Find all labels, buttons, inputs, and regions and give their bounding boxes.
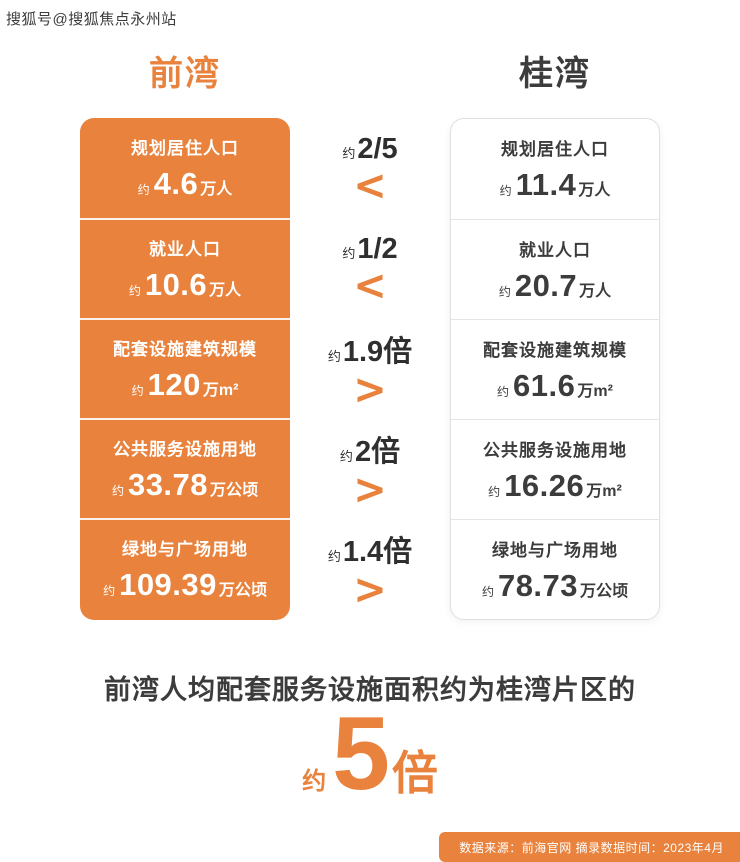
metric-value: 约 10.6 万人 [129,267,241,303]
approx-prefix: 约 [131,384,144,398]
value-number: 4.6 [153,166,199,201]
value-unit: 万m² [202,382,239,399]
watermark: 搜狐号@搜狐焦点永州站 [6,11,177,28]
data-source-bar: 数据来源：前海官网 摘录数据时间：2023年4月 [439,832,740,862]
greater-than-icon: > [353,365,387,415]
value-unit: 万公顷 [580,582,629,600]
metric-value: 约 109.39 万公顷 [103,567,267,603]
metric-value: 约 78.73 万公顷 [482,568,628,604]
metric-label: 就业人口 [519,240,591,260]
ratio-value: 2/5 [357,132,398,165]
ratio-value: 2倍 [354,436,401,468]
metric-value: 约 20.7 万人 [499,268,611,304]
value-unit: 万人 [200,181,233,198]
guiwan-row-facility-scale: 配套设施建筑规模 约 61.6 万m² [451,319,659,419]
value-unit: 万人 [578,182,611,199]
greater-than-icon: > [353,565,387,615]
approx-prefix: 约 [327,349,341,364]
qianwan-row-employment: 就业人口 约 10.6 万人 [80,218,290,318]
value-number: 33.78 [127,467,209,502]
approx-prefix: 约 [327,549,341,564]
metric-label: 绿地与广场用地 [492,540,618,560]
approx-prefix: 约 [497,384,510,399]
big-ratio-unit: 倍 [391,747,438,799]
value-number: 109.39 [119,567,217,602]
guiwan-row-green-space: 绿地与广场用地 约 78.73 万公顷 [451,519,659,619]
metric-label: 公共服务设施用地 [113,440,257,459]
less-than-icon: < [353,161,387,210]
metric-label: 配套设施建筑规模 [483,340,627,360]
value-number: 10.6 [144,267,208,302]
metric-label: 绿地与广场用地 [122,540,248,559]
value-unit: 万人 [209,282,242,299]
approx-prefix: 约 [481,584,494,599]
ratio-text: 约 2/5 [342,133,397,166]
metric-label: 就业人口 [149,240,221,259]
ratio-row-population: 约 2/5 < [290,118,450,218]
value-unit: 万公顷 [210,482,259,499]
header-qianwan: 前湾 [149,55,221,93]
metric-label: 规划居住人口 [501,140,609,159]
metric-value: 约 33.78 万公顷 [112,467,258,503]
approx-prefix: 约 [137,183,150,197]
value-unit: 万公顷 [218,582,267,599]
greater-than-icon: > [353,465,387,515]
metric-label: 规划居住人口 [131,139,239,158]
approx-prefix: 约 [302,768,327,795]
metric-value: 约 11.4 万人 [500,167,611,203]
approx-prefix: 约 [111,484,124,498]
value-number: 78.73 [497,567,579,603]
less-than-icon: < [353,261,387,310]
metric-value: 约 16.26 万m² [488,468,622,504]
guiwan-row-public-service-land: 公共服务设施用地 约 16.26 万m² [451,419,659,519]
metric-label: 公共服务设施用地 [483,440,627,460]
ratio-value: 1/2 [357,232,398,265]
ratio-text: 约 1/2 [342,233,397,266]
ratio-column: 约 2/5 < 约 1/2 < 约 1.9倍 > 约 2倍 > [290,118,450,620]
summary-statement: 前湾人均配套服务设施面积约为桂湾片区的 [104,675,636,705]
value-unit: 万m² [586,482,622,500]
value-unit: 万m² [577,382,613,400]
ratio-text: 约 2倍 [340,428,400,470]
guiwan-panel: 规划居住人口 约 11.4 万人 就业人口 约 20.7 万人 配套设施建筑规模 约 61… [450,118,660,620]
approx-prefix: 约 [128,284,141,298]
metric-value: 约 61.6 万m² [497,368,613,404]
approx-prefix: 约 [103,584,116,598]
approx-prefix: 约 [342,145,356,161]
value-unit: 万人 [579,282,612,300]
guiwan-row-population: 规划居住人口 约 11.4 万人 [451,119,659,219]
qianwan-panel: 规划居住人口 约 4.6 万人 就业人口 约 10.6 万人 配套设施建筑规模 约 120… [80,118,290,620]
header-guiwan: 桂湾 [519,55,591,93]
comparison-table: 规划居住人口 约 4.6 万人 就业人口 约 10.6 万人 配套设施建筑规模 约 120… [80,118,660,620]
metric-label: 配套设施建筑规模 [113,340,257,359]
approx-prefix: 约 [339,449,353,464]
ratio-row-facility-scale: 约 1.9倍 > [290,318,450,418]
value-number: 120 [147,367,201,402]
approx-prefix: 约 [488,484,501,499]
ratio-row-green-space: 约 1.4倍 > [290,518,450,618]
approx-prefix: 约 [498,284,511,299]
value-number: 20.7 [514,267,578,303]
ratio-value: 1.9倍 [342,336,413,368]
ratio-text: 约 1.9倍 [328,328,412,370]
guiwan-row-employment: 就业人口 约 20.7 万人 [451,219,659,319]
ratio-row-public-service-land: 约 2倍 > [290,418,450,518]
approx-prefix: 约 [499,184,512,198]
qianwan-row-public-service-land: 公共服务设施用地 约 33.78 万公顷 [80,418,290,518]
qianwan-row-green-space: 绿地与广场用地 约 109.39 万公顷 [80,518,290,618]
ratio-value: 1.4倍 [342,536,413,568]
value-number: 11.4 [515,167,577,202]
approx-prefix: 约 [342,245,356,261]
metric-value: 约 120 万m² [132,367,239,403]
value-number: 61.6 [513,367,576,403]
metric-value: 约 4.6 万人 [138,166,233,202]
qianwan-row-population: 规划居住人口 约 4.6 万人 [80,118,290,218]
qianwan-row-facility-scale: 配套设施建筑规模 约 120 万m² [80,318,290,418]
big-ratio-number: 5 [332,696,390,812]
ratio-text: 约 1.4倍 [328,528,412,570]
ratio-row-employment: 约 1/2 < [290,218,450,318]
value-number: 16.26 [504,467,585,503]
